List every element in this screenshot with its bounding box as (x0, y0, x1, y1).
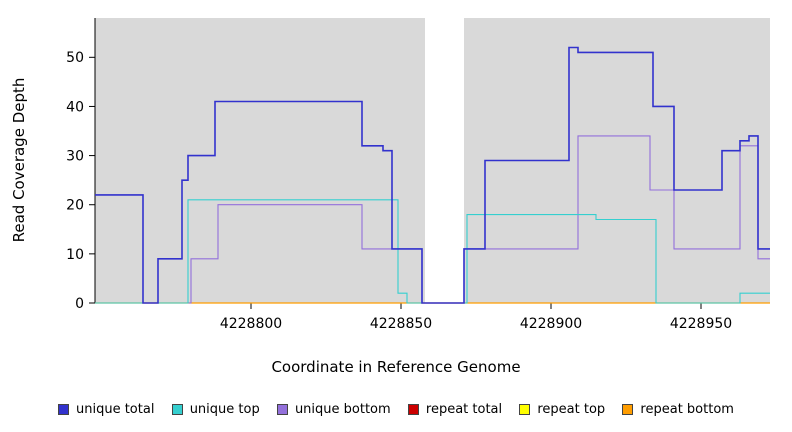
x-axis-title: Coordinate in Reference Genome (271, 358, 521, 376)
y-axis-title: Read Coverage Depth (10, 78, 28, 243)
legend-item-unique-bottom: unique bottom (276, 402, 391, 417)
legend-swatch-icon (58, 404, 69, 415)
legend-swatch-icon (407, 404, 419, 415)
legend-item-repeat-bottom: repeat bottom (622, 402, 734, 417)
coverage-chart-svg: Read Coverage Depth 0 10 20 30 40 50 4228800 42… (10, 12, 770, 332)
legend-label-repeat-top: repeat top (537, 402, 606, 417)
legend-label-unique-bottom: unique bottom (294, 402, 391, 417)
legend-swatch-icon (519, 404, 531, 415)
x-tick-label: 4228900 (520, 316, 582, 332)
series-line-unique-top (95, 199, 770, 304)
legend-item-repeat-total: repeat total (407, 402, 503, 417)
legend-swatch-icon (171, 404, 183, 415)
y-tick-label: 50 (66, 50, 84, 66)
legend-label-repeat-bottom: repeat bottom (640, 402, 734, 417)
chart-legend: unique total unique top unique bottom re… (0, 402, 792, 417)
legend-label-unique-total: unique total (76, 402, 155, 417)
y-tick-label: 10 (66, 247, 84, 263)
legend-label-unique-top: unique top (189, 402, 260, 417)
x-tick-label: 4228950 (670, 316, 732, 332)
coverage-gap-region (425, 12, 464, 303)
series-line-unique-total (95, 46, 770, 304)
x-tick-label: 4228850 (370, 316, 432, 332)
y-tick-label: 0 (75, 296, 84, 312)
legend-item-unique-top: unique top (171, 402, 260, 417)
y-tick-label: 20 (66, 198, 84, 214)
legend-swatch-icon (622, 404, 634, 415)
coverage-chart: Read Coverage Depth 0 10 20 30 40 50 4228800 42… (10, 12, 770, 332)
legend-label-repeat-total: repeat total (425, 402, 503, 417)
y-tick-label: 30 (66, 148, 84, 164)
x-tick-label: 4228800 (220, 316, 282, 332)
series-line-unique-bottom (95, 135, 770, 304)
legend-item-unique-total: unique total (58, 402, 154, 417)
legend-swatch-icon (276, 404, 288, 415)
y-tick-label: 40 (66, 99, 84, 115)
legend-item-repeat-top: repeat top (519, 402, 605, 417)
